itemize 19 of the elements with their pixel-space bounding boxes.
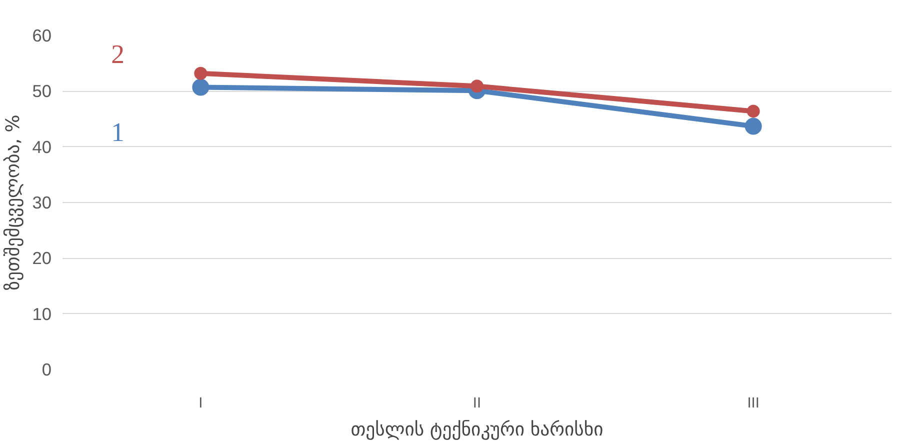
text: 1	[111, 116, 124, 147]
x-tick-label: II	[472, 396, 482, 412]
point	[470, 80, 484, 93]
y-tick-label: 60	[32, 26, 52, 46]
y-axis-title: ზეთშემცველობა, %	[3, 114, 24, 290]
y-tick-label: 0	[42, 360, 52, 380]
y-tick-label: 40	[32, 136, 52, 157]
point	[194, 66, 208, 80]
point	[746, 104, 760, 118]
y-tick-label: 30	[32, 192, 52, 212]
point	[192, 78, 210, 96]
x-axis-title: თესლის ტექნიკური ხარისხი	[350, 420, 604, 440]
text: 2	[111, 38, 124, 69]
y-tick-label: 10	[32, 304, 52, 324]
y-tick-label: 50	[32, 81, 52, 102]
point	[744, 118, 762, 135]
x-tick-label: I	[198, 396, 203, 412]
x-tick-label: III	[747, 396, 760, 412]
y-tick-label: 20	[32, 248, 52, 268]
